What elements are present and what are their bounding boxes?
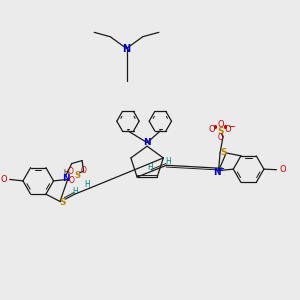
Text: S: S [220, 148, 226, 157]
Text: N: N [143, 138, 151, 147]
Text: O: O [208, 125, 215, 134]
Text: H: H [147, 163, 153, 172]
Text: O: O [217, 120, 224, 129]
Text: S: S [74, 171, 80, 180]
Text: N: N [122, 44, 130, 53]
Text: O: O [69, 176, 75, 185]
Text: O: O [81, 167, 86, 176]
Text: +: + [219, 166, 224, 172]
Text: N: N [213, 168, 220, 177]
Text: S: S [218, 127, 224, 136]
Text: O: O [1, 175, 7, 184]
Text: O: O [225, 125, 231, 134]
Text: H: H [63, 169, 68, 175]
Text: H: H [84, 180, 90, 189]
Text: H: H [165, 157, 171, 166]
Text: −: − [228, 122, 236, 132]
Text: N: N [62, 174, 70, 183]
Text: H: H [73, 187, 79, 196]
Text: O: O [279, 165, 286, 174]
Text: O: O [218, 133, 224, 142]
Text: S: S [59, 198, 66, 207]
Text: O: O [68, 167, 74, 176]
